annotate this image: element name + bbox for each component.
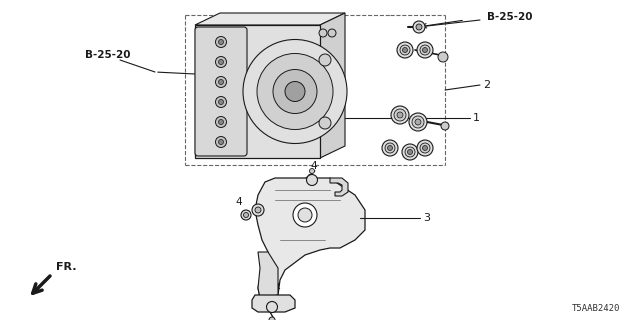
Circle shape [266, 301, 278, 313]
Text: B-25-20: B-25-20 [487, 12, 532, 22]
Circle shape [417, 140, 433, 156]
Circle shape [216, 116, 227, 127]
Circle shape [218, 60, 223, 65]
Circle shape [405, 147, 415, 157]
Text: 4: 4 [236, 197, 242, 207]
Circle shape [420, 45, 430, 55]
Circle shape [382, 140, 398, 156]
Circle shape [441, 122, 449, 130]
Text: 4: 4 [273, 283, 280, 293]
Circle shape [394, 109, 406, 121]
Circle shape [409, 113, 427, 131]
Circle shape [397, 42, 413, 58]
Circle shape [391, 106, 409, 124]
Circle shape [422, 47, 428, 52]
Text: B-25-20: B-25-20 [85, 50, 131, 60]
Polygon shape [255, 178, 365, 302]
Circle shape [243, 39, 347, 143]
Circle shape [416, 24, 422, 30]
Circle shape [402, 144, 418, 160]
Circle shape [298, 208, 312, 222]
Circle shape [319, 117, 331, 129]
Circle shape [385, 143, 395, 153]
Circle shape [218, 100, 223, 105]
Circle shape [252, 204, 264, 216]
Polygon shape [252, 295, 295, 312]
Circle shape [293, 203, 317, 227]
Circle shape [216, 36, 227, 47]
Circle shape [328, 29, 336, 37]
Circle shape [218, 79, 223, 84]
Text: 3: 3 [423, 213, 430, 223]
Circle shape [319, 54, 331, 66]
Circle shape [413, 21, 425, 33]
Circle shape [422, 146, 428, 150]
Circle shape [255, 207, 261, 213]
Circle shape [438, 52, 448, 62]
Circle shape [387, 146, 392, 150]
Circle shape [307, 174, 317, 186]
Polygon shape [258, 252, 278, 298]
Circle shape [417, 42, 433, 58]
Text: T5AAB2420: T5AAB2420 [572, 304, 620, 313]
Circle shape [216, 57, 227, 68]
Circle shape [397, 112, 403, 118]
Polygon shape [330, 178, 348, 196]
Circle shape [216, 97, 227, 108]
Circle shape [216, 76, 227, 87]
FancyBboxPatch shape [195, 27, 247, 156]
Circle shape [412, 116, 424, 128]
Polygon shape [320, 13, 345, 158]
Circle shape [218, 39, 223, 44]
Circle shape [273, 69, 317, 114]
Circle shape [216, 137, 227, 148]
Circle shape [403, 47, 408, 52]
Circle shape [319, 29, 327, 37]
Text: 4: 4 [310, 161, 317, 171]
Circle shape [408, 149, 413, 155]
Circle shape [218, 140, 223, 145]
Circle shape [415, 119, 421, 125]
Bar [195, 25, 320, 158]
Circle shape [310, 169, 314, 173]
Polygon shape [195, 13, 345, 25]
Circle shape [243, 212, 248, 218]
Circle shape [420, 143, 430, 153]
Circle shape [218, 119, 223, 124]
Text: 2: 2 [483, 80, 490, 90]
Circle shape [269, 317, 275, 320]
Text: 1: 1 [473, 113, 480, 123]
Circle shape [285, 82, 305, 101]
Circle shape [400, 45, 410, 55]
Circle shape [257, 53, 333, 130]
Text: FR.: FR. [56, 262, 77, 272]
Circle shape [241, 210, 251, 220]
